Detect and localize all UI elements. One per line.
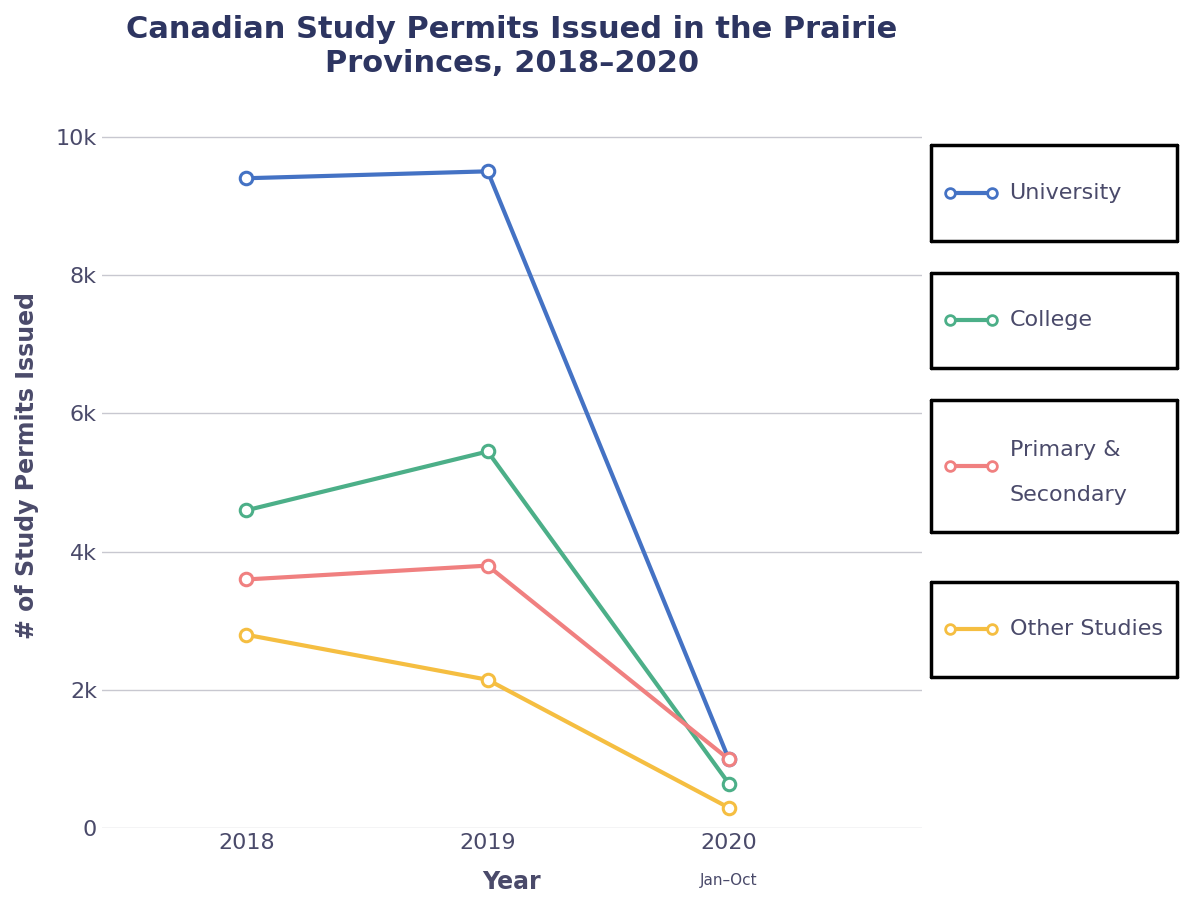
Y-axis label: # of Study Permits Issued: # of Study Permits Issued [14,292,38,639]
Text: College: College [1010,310,1093,331]
Text: Secondary: Secondary [1010,484,1128,504]
X-axis label: Year: Year [483,870,542,894]
Text: University: University [1010,183,1122,204]
Title: Canadian Study Permits Issued in the Prairie
Provinces, 2018–2020: Canadian Study Permits Issued in the Pra… [126,15,897,77]
Text: Jan–Oct: Jan–Oct [700,873,758,888]
Text: Primary &: Primary & [1010,440,1121,460]
Text: Other Studies: Other Studies [1010,619,1163,640]
